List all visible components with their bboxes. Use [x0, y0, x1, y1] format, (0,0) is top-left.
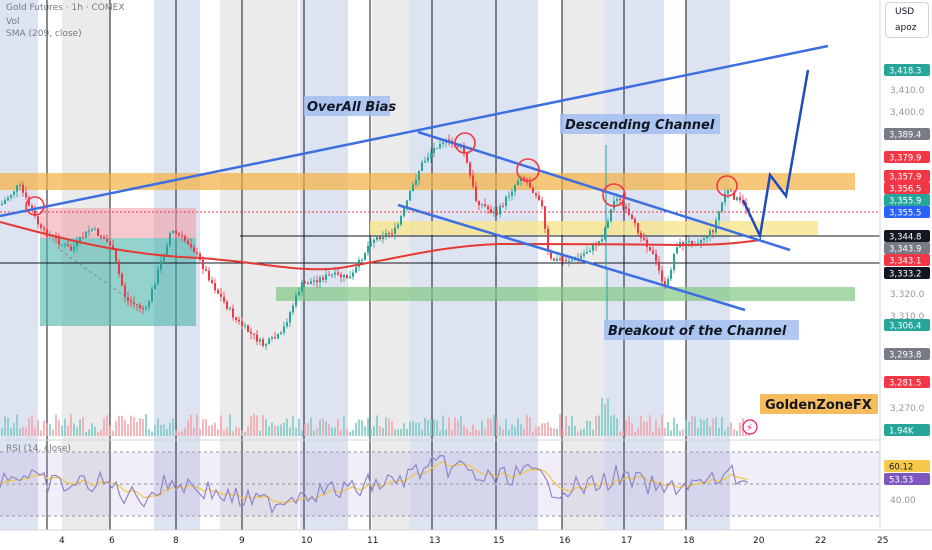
price-tag-bg	[884, 230, 930, 242]
swing-high-circles[interactable]	[25, 132, 738, 216]
price-tag-bg	[884, 376, 930, 388]
lightning-icon[interactable]: ⚡	[742, 419, 758, 435]
price-tag-label: 60.12	[889, 463, 913, 473]
dashed-diagonal	[59, 249, 131, 301]
price-tag-label: 3,281.5	[889, 379, 921, 389]
price-tag-label: 3,379.9	[889, 154, 921, 164]
currency-selector[interactable]: USD apoz	[885, 2, 929, 38]
channel-lower-line[interactable]	[397, 203, 746, 312]
descending-channel-label[interactable]: Descending Channel	[565, 118, 715, 133]
overall-bias-label-bg	[304, 96, 390, 116]
price-tag-bg	[884, 170, 930, 182]
volume-bars	[1, 397, 750, 436]
time-label: 16	[559, 536, 571, 546]
price-tag-label: 3,355.9	[889, 197, 921, 207]
brand-label[interactable]: GoldenZoneFX	[765, 398, 872, 413]
time-label: 22	[815, 536, 826, 546]
price-tag-label: 1.94K	[889, 427, 914, 437]
support-zone-yellow[interactable]	[370, 221, 818, 235]
price-ticks: 3,410.0 3,400.0 3,320.0 3,310.0 3,270.0 40.00	[890, 86, 925, 506]
price-tag-label: 53.53	[889, 476, 913, 486]
resistance-zone[interactable]	[0, 173, 855, 190]
price-tag-bg	[884, 460, 930, 472]
price-tick-label: 40.00	[890, 496, 916, 506]
price-tick-label: 3,320.0	[890, 290, 925, 300]
time-label: 20	[753, 536, 765, 546]
price-tag-bg	[884, 424, 930, 436]
time-label: 9	[239, 536, 245, 546]
rsi-line	[0, 455, 749, 515]
brand-label-bg	[760, 394, 878, 414]
time-label: 8	[173, 536, 179, 546]
currency-code: USD	[895, 7, 915, 17]
time-label: 11	[367, 536, 378, 546]
symbol-title: Gold Futures · 1h · COMEX	[6, 3, 125, 13]
price-tag-label: 3,344.8	[889, 233, 921, 243]
price-tag-label: 3,343.9	[889, 245, 921, 255]
price-tick-label: 3,410.0	[890, 86, 925, 96]
price-tag-bg	[884, 182, 930, 194]
time-label: 25	[877, 536, 888, 546]
price-tag-bg	[884, 267, 930, 279]
time-labels: 4 6 8 9 10 11 13 15 16 17 18 20 22 25	[59, 536, 888, 546]
price-tag-label: 3,293.8	[889, 351, 921, 361]
descending-channel-label-bg	[560, 114, 720, 134]
price-tag-label: 3,343.1	[889, 257, 921, 267]
price-tag-bg	[884, 348, 930, 360]
time-label: 15	[493, 536, 504, 546]
price-tag-label: 3,389.4	[889, 131, 921, 141]
price-tag-bg	[884, 242, 930, 254]
breakout-label[interactable]: Breakout of the Channel	[608, 324, 787, 339]
currency-sub: apoz	[895, 23, 917, 33]
time-label: 18	[683, 536, 695, 546]
price-tag-bg	[884, 128, 930, 140]
svg-text:⚡: ⚡	[746, 423, 753, 434]
price-tag-bg	[884, 151, 930, 163]
time-label: 4	[59, 536, 65, 546]
support-zone-green[interactable]	[276, 287, 855, 301]
price-tag-label: 3,306.4	[889, 322, 921, 332]
volume-indicator-label: Vol	[6, 17, 20, 27]
price-tag-label: 3,418.3	[889, 67, 921, 77]
price-tick-label: 3,270.0	[890, 404, 925, 414]
price-tag-label: 3,333.2	[889, 270, 921, 280]
price-tick-label: 3,310.0	[890, 312, 925, 322]
rsi-pane[interactable]	[0, 439, 880, 517]
price-tag-label: 3,356.5	[889, 185, 921, 195]
session-bands	[0, 0, 730, 530]
sma-209-line	[0, 221, 761, 271]
position-target-zone[interactable]	[40, 238, 196, 326]
breakout-label-bg	[604, 320, 799, 340]
price-tag-bg	[884, 254, 930, 266]
overall-bias-label[interactable]: OverAll Bias	[307, 100, 396, 115]
time-label: 6	[109, 536, 115, 546]
price-tag-bg	[884, 194, 930, 206]
rsi-indicator-label: RSI (14, close)	[6, 444, 71, 454]
price-tag-label: 3,357.9	[889, 173, 921, 183]
price-tag-bg	[884, 64, 930, 76]
price-tick-label: 3,400.0	[890, 108, 925, 118]
time-label: 10	[301, 536, 313, 546]
time-label: 13	[429, 536, 440, 546]
sma-indicator-label: SMA (209, close)	[6, 29, 82, 39]
price-tags: 3,418.3 3,389.4 3,379.9 3,357.9 3,356.5 3,355…	[884, 64, 930, 486]
time-axis[interactable]	[0, 530, 932, 550]
price-tag-bg	[884, 206, 930, 218]
overall-bias-trendline[interactable]	[0, 44, 829, 218]
price-tag-label: 3,355.5	[889, 209, 921, 219]
time-label: 17	[621, 536, 632, 546]
price-tag-bg	[884, 473, 930, 485]
price-tag-bg	[884, 319, 930, 331]
projection-path[interactable]	[741, 69, 810, 241]
